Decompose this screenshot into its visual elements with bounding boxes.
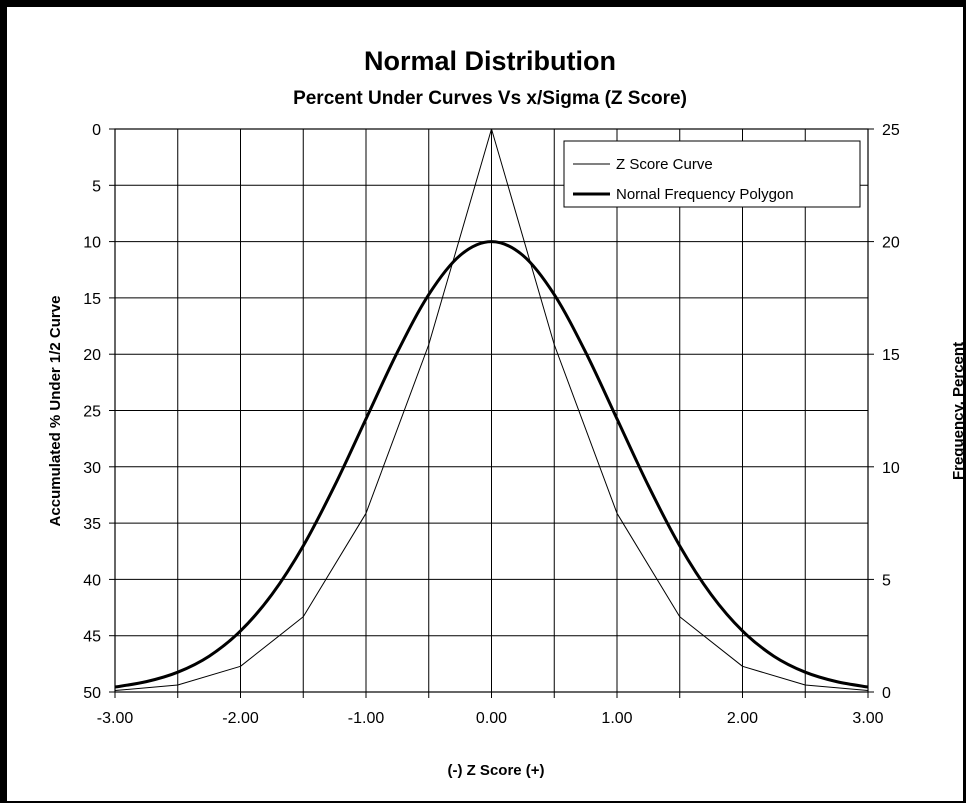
x-tick-label: -1.00 bbox=[348, 710, 385, 727]
y-left-tick-label: 10 bbox=[83, 235, 101, 252]
y-right-tick-label: 5 bbox=[882, 572, 891, 589]
y-left-axis-title: Accumulated % Under 1/2 Curve bbox=[47, 296, 64, 527]
x-tick-label: 1.00 bbox=[601, 710, 632, 727]
x-tick-label: -2.00 bbox=[222, 710, 259, 727]
series-layer bbox=[114, 128, 869, 692]
y-right-tick-label: 15 bbox=[882, 347, 900, 364]
legend-label-z-score: Z Score Curve bbox=[616, 156, 713, 173]
chart-title: Normal Distribution bbox=[364, 46, 616, 76]
series-line-frequency-polygon bbox=[114, 240, 869, 689]
legend: Z Score Curve Nornal Frequency Polygon bbox=[563, 140, 861, 208]
y-right-tick-label: 0 bbox=[882, 685, 891, 702]
y-left-tick-label: 20 bbox=[83, 347, 101, 364]
y-left-tick-label: 50 bbox=[83, 685, 101, 702]
y-left-tick-label: 15 bbox=[83, 291, 101, 308]
y-left-tick-label: 30 bbox=[83, 460, 101, 477]
y-right-tick-label: 20 bbox=[882, 235, 900, 252]
x-axis-title: (-) Z Score (+) bbox=[447, 762, 544, 779]
y-left-tick-label: 35 bbox=[83, 516, 101, 533]
y-left-tick-label: 5 bbox=[92, 178, 101, 195]
y-left-tick-label: 45 bbox=[83, 629, 101, 646]
grid bbox=[109, 128, 874, 698]
y-left-tick-label: 40 bbox=[83, 572, 101, 589]
y-left-tick-label: 25 bbox=[83, 404, 101, 421]
x-tick-label: 3.00 bbox=[852, 710, 883, 727]
series-line-z-score-curve bbox=[114, 128, 869, 692]
y-right-tick-label: 10 bbox=[882, 460, 900, 477]
chart-subtitle: Percent Under Curves Vs x/Sigma (Z Score… bbox=[293, 88, 687, 109]
y-right-tick-label: 25 bbox=[882, 122, 900, 139]
x-tick-label: 2.00 bbox=[727, 710, 758, 727]
x-tick-label: -3.00 bbox=[97, 710, 134, 727]
y-right-axis-title: Frequency, Percent bbox=[950, 342, 966, 480]
legend-box bbox=[563, 140, 861, 208]
tick-labels: -3.00 -2.00 -1.00 0.00 1.00 2.00 3.00 0 5 10 15 20 2… bbox=[83, 122, 900, 727]
legend-label-frequency: Nornal Frequency Polygon bbox=[616, 186, 794, 203]
y-left-tick-label: 0 bbox=[92, 122, 101, 139]
x-tick-label: 0.00 bbox=[476, 710, 507, 727]
